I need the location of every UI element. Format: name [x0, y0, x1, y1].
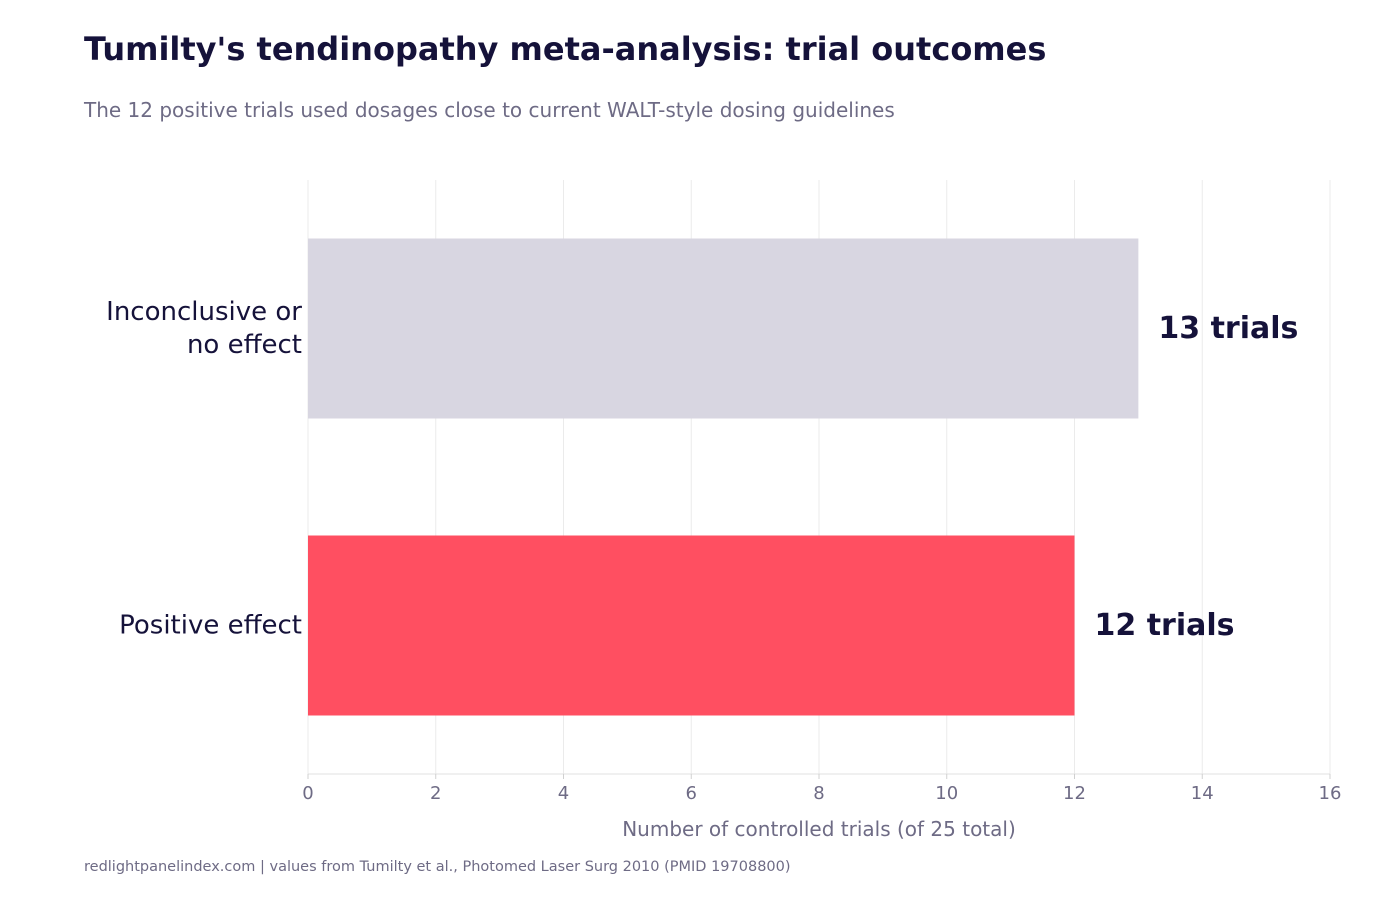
- bar: [308, 535, 1075, 716]
- category-label: Inconclusive or: [106, 297, 302, 327]
- category-label: Positive effect: [119, 611, 302, 641]
- x-tick-label: 10: [935, 783, 958, 804]
- chart-subtitle: The 12 positive trials used dosages clos…: [84, 98, 895, 122]
- x-axis-title: Number of controlled trials (of 25 total…: [622, 817, 1016, 841]
- x-tick-label: 2: [430, 783, 441, 804]
- x-tick-label: 12: [1063, 783, 1086, 804]
- bar: [308, 238, 1139, 419]
- x-tick-label: 0: [302, 783, 313, 804]
- x-tick-label: 16: [1319, 783, 1342, 804]
- x-tick-label: 14: [1191, 783, 1214, 804]
- x-tick-label: 4: [558, 783, 569, 804]
- bar-value-label: 12 trials: [1095, 608, 1235, 643]
- x-tick-label: 8: [813, 783, 824, 804]
- source-footnote: redlightpanelindex.com | values from Tum…: [84, 859, 791, 875]
- x-tick-label: 6: [686, 783, 697, 804]
- category-label: no effect: [187, 330, 302, 360]
- chart-title: Tumilty's tendinopathy meta-analysis: tr…: [84, 30, 1047, 68]
- bar-value-label: 13 trials: [1158, 311, 1298, 346]
